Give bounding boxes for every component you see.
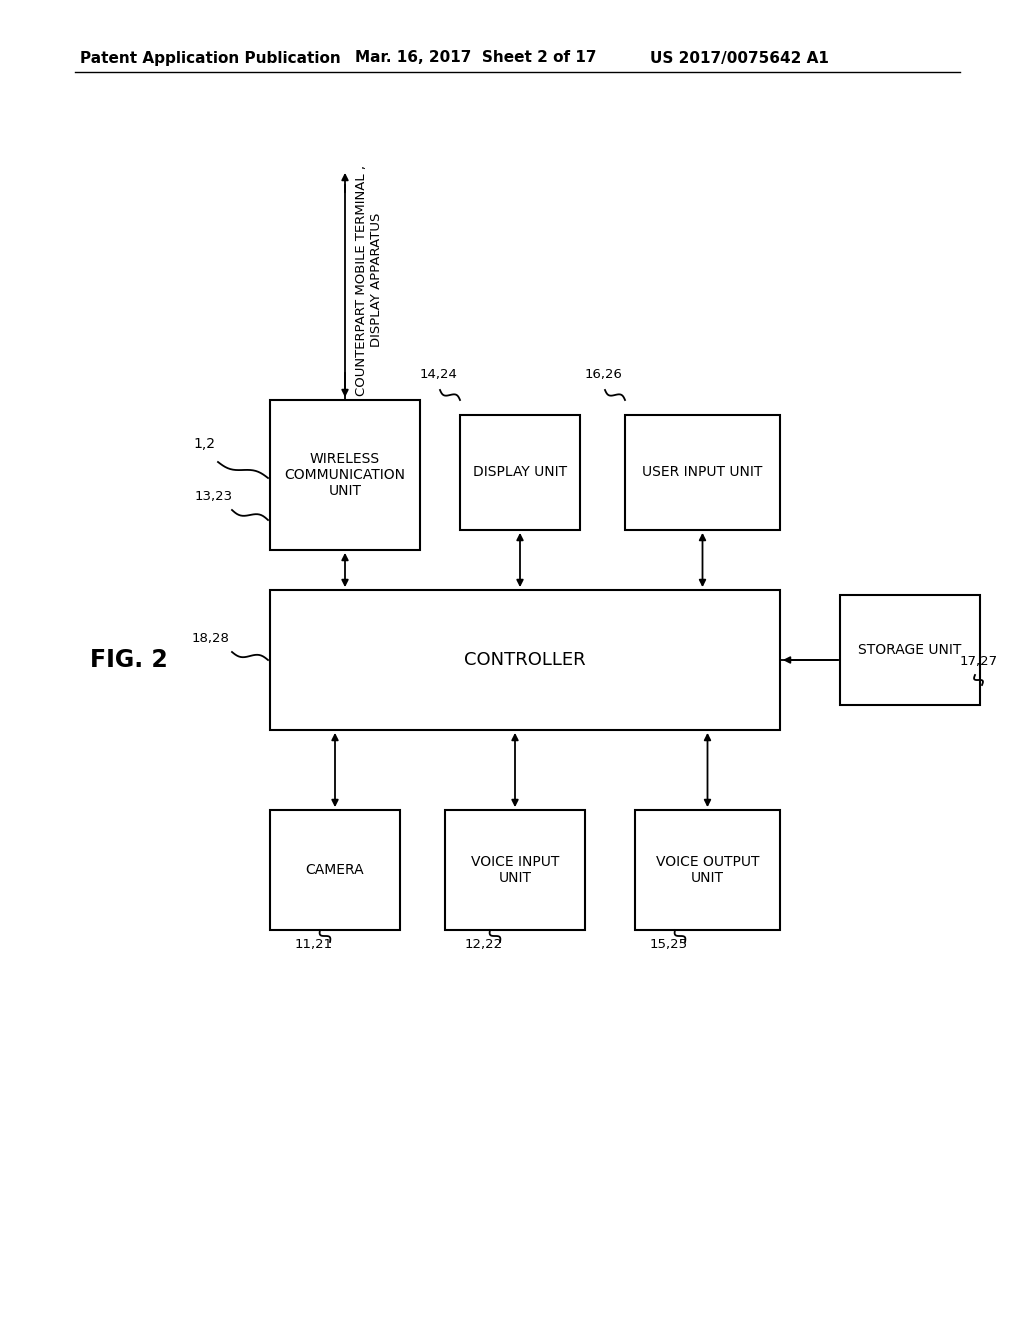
Text: 15,25: 15,25 — [650, 939, 688, 950]
Text: US 2017/0075642 A1: US 2017/0075642 A1 — [650, 50, 828, 66]
Bar — [625, 414, 780, 531]
Text: 17,27: 17,27 — [961, 655, 998, 668]
Bar — [460, 414, 580, 531]
Text: 18,28: 18,28 — [193, 632, 229, 645]
Text: DISPLAY UNIT: DISPLAY UNIT — [473, 466, 567, 479]
Bar — [270, 400, 420, 550]
Text: COUNTERPART MOBILE TERMINAL ,
DISPLAY APPARATUS: COUNTERPART MOBILE TERMINAL , DISPLAY AP… — [355, 165, 383, 396]
Text: STORAGE UNIT: STORAGE UNIT — [858, 643, 962, 657]
Text: 16,26: 16,26 — [585, 368, 623, 381]
Text: VOICE OUTPUT
UNIT: VOICE OUTPUT UNIT — [655, 855, 759, 886]
Bar — [270, 590, 780, 730]
Text: 1,2: 1,2 — [193, 437, 215, 451]
Text: FIG. 2: FIG. 2 — [90, 648, 168, 672]
Bar — [635, 810, 780, 931]
Text: USER INPUT UNIT: USER INPUT UNIT — [642, 466, 763, 479]
Text: 14,24: 14,24 — [420, 368, 458, 381]
Text: 13,23: 13,23 — [195, 490, 233, 503]
Text: 11,21: 11,21 — [295, 939, 333, 950]
Bar — [270, 810, 400, 931]
Bar — [840, 595, 980, 705]
Text: 12,22: 12,22 — [465, 939, 503, 950]
Text: Mar. 16, 2017  Sheet 2 of 17: Mar. 16, 2017 Sheet 2 of 17 — [355, 50, 597, 66]
Text: CONTROLLER: CONTROLLER — [464, 651, 586, 669]
Text: WIRELESS
COMMUNICATION
UNIT: WIRELESS COMMUNICATION UNIT — [285, 451, 406, 498]
Text: CAMERA: CAMERA — [306, 863, 365, 876]
Text: VOICE INPUT
UNIT: VOICE INPUT UNIT — [471, 855, 559, 886]
Bar — [445, 810, 585, 931]
Text: Patent Application Publication: Patent Application Publication — [80, 50, 341, 66]
